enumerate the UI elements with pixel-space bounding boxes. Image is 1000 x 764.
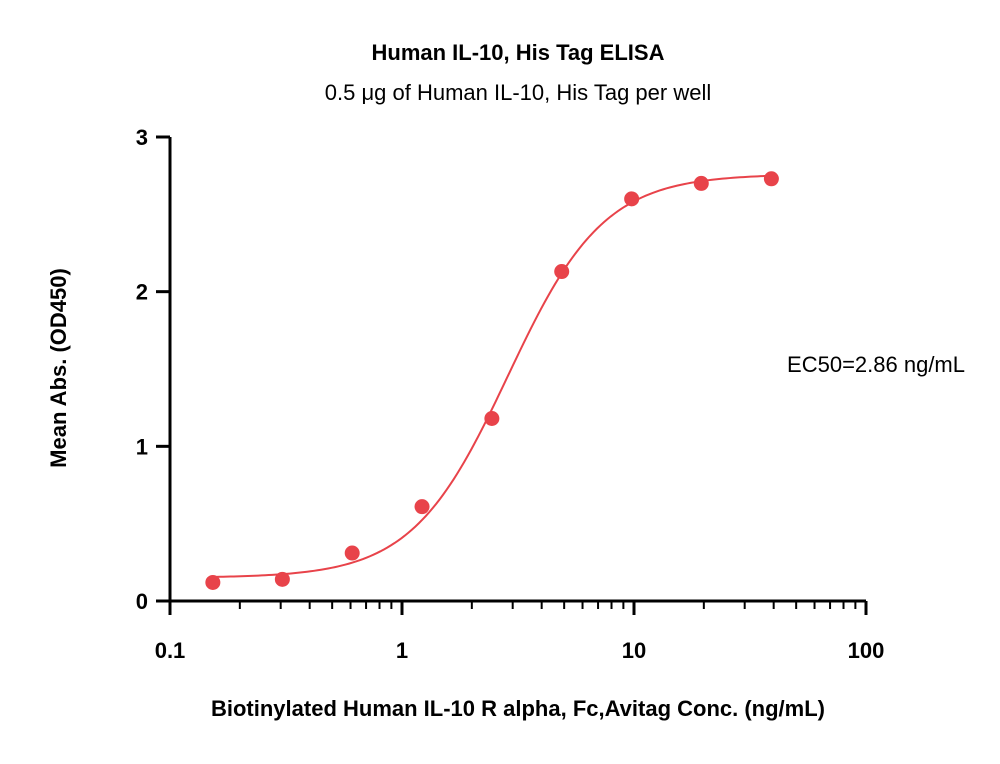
x-axis-label: Biotinylated Human IL-10 R alpha, Fc,Avi… [211,696,825,721]
data-point [693,175,709,191]
chart-subtitle: 0.5 μg of Human IL-10, His Tag per well [325,80,711,105]
y-tick-label: 0 [136,589,148,614]
data-point [205,574,221,590]
data-points-layer [205,171,779,590]
data-point [763,171,779,187]
fit-curve-layer [212,174,772,578]
y-tick-label: 2 [136,280,148,305]
x-tick-label: 10 [622,638,646,663]
y-axis-label: Mean Abs. (OD450) [46,268,71,468]
data-point [344,545,360,561]
data-point [484,410,500,426]
data-point [624,191,640,207]
y-tick-label: 3 [136,125,148,150]
axes-layer: 0 1 2 3 0.1 1 10 100 [136,125,885,663]
data-point [554,264,570,280]
y-tick-label: 1 [136,434,148,459]
ec50-annotation: EC50=2.86 ng/mL [787,352,965,377]
x-tick-label: 0.1 [155,638,186,663]
x-tick-label: 100 [848,638,885,663]
data-point [414,499,430,515]
fit-curve [212,174,772,578]
data-point [274,571,290,587]
x-tick-label: 1 [396,638,408,663]
chart-title: Human IL-10, His Tag ELISA [372,40,665,65]
